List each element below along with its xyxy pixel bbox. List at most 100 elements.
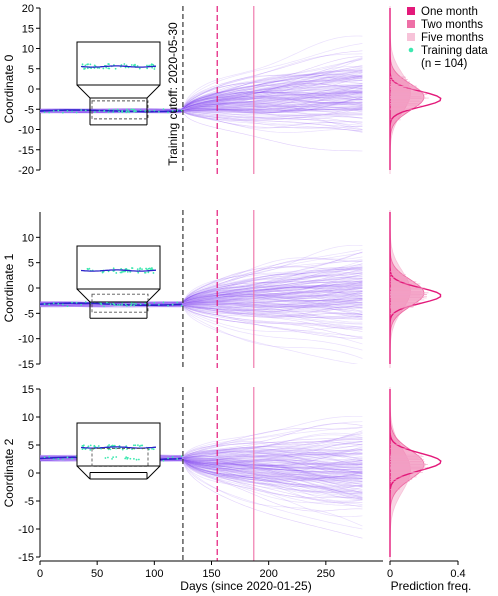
trajectory-line [40,110,363,129]
inset-training-point [107,270,110,273]
trajectory-line [40,110,363,119]
zoom-inset-2 [76,422,161,480]
legend-label: One month [421,6,478,18]
zoom-region-point [130,303,133,306]
training-data-point [52,458,55,461]
training-data-point [75,111,78,114]
training-data-point [103,305,105,308]
zoom-region-point [118,110,120,113]
legend-label: Training data [421,45,488,57]
trajectory-line [40,304,363,311]
training-data-point [84,301,87,303]
one-month-density [389,8,442,170]
trajectory-line [40,92,363,112]
inset-connector [146,84,161,99]
inset-training-point [139,268,141,270]
y-tick-label-0: 10 [22,44,34,56]
inset-fit-line [80,65,157,68]
inset-connector [76,288,91,303]
zoom-region-point [100,303,103,306]
training-data-point [171,456,174,458]
y-tick-label-0: 5 [28,64,34,76]
zoom-region-point [126,457,129,460]
training-data-point [176,457,179,460]
y-tick-label-1: -5 [24,308,34,320]
inset-training-point [112,267,115,270]
one-month-density [389,212,442,364]
inset-training-point [146,268,148,271]
training-data-point [48,455,51,458]
inset-training-point [125,445,128,448]
legend-swatch [407,7,415,15]
inset-training-point [141,268,143,271]
inset-training-point [107,448,110,451]
inset-training-point [108,444,110,446]
training-data-point [43,111,46,114]
trajectory-line [40,249,363,304]
legend-dot [408,47,414,53]
y-tick-label-2: -5 [24,496,34,508]
training-data-point [158,110,160,113]
inset-training-point [130,64,133,66]
panel-coordinate-2: -15 -10 -5 0 5 10 15 Coordinate 2 [2,384,442,564]
training-data-point [48,111,51,114]
y-tick-label-2: 0 [28,468,34,480]
inset-training-point [150,267,153,269]
inset-training-point [120,268,123,270]
zoom-region-point [133,457,135,460]
inset-training-point [89,444,92,447]
y-axis-label-2: Coordinate 2 [2,438,16,507]
zoom-region-point [130,302,133,305]
training-data-point [180,109,183,112]
inset-training-point [111,444,114,447]
zoom-inset-1 [76,245,161,319]
legend-swatch [407,33,415,41]
training-data-point [125,108,128,111]
trajectory-line [40,108,363,113]
inset-frame [76,41,161,86]
training-data-point [57,303,60,305]
trajectory-line [40,96,363,113]
x-tick-label: 50 [91,568,103,580]
training-data-point [57,109,60,112]
trajectory-line [40,108,363,123]
training-data-point [52,110,55,112]
trajectory-line [40,300,363,313]
y-tick-label-1: -15 [18,359,34,371]
zoom-region-point [124,457,127,460]
inset-frame [76,245,161,290]
one-month-density [389,389,442,557]
inset-training-point [121,448,124,451]
zoom-region-point [125,456,128,459]
two-months-density [389,389,425,557]
x-tick-label: 150 [202,568,220,580]
y-tick-label-0: 15 [22,23,34,35]
y-tick-label-2: -10 [18,524,34,536]
training-data-point [139,303,142,306]
zoom-region-point [118,304,121,306]
training-data-point [66,110,69,112]
panel-coordinate-0: -20 -15 -10 -5 0 5 10 15 20 Coordinate 0 [2,3,442,177]
inset-connector [76,84,91,99]
legend-label: (n = 104) [421,58,468,70]
training-data-point [153,301,156,304]
training-data-point [43,456,46,459]
training-data-point [48,303,51,306]
inset-training-point [102,270,104,273]
inset-training-point [124,66,127,69]
y-tick-label-0: 0 [28,84,34,96]
inset-training-point [151,66,154,69]
inset-training-point [119,271,122,274]
zoom-region-point [128,111,131,114]
training-data-point [180,304,183,307]
zoom-region-point [129,457,132,460]
zoom-region-point [104,457,107,459]
training-data-point [80,109,83,112]
inset-training-point [109,448,112,451]
training-data-point [144,110,147,112]
zoom-region-point [133,304,135,307]
training-data-point [116,108,119,111]
training-data-point [176,301,179,304]
trajectory-line [40,70,363,113]
x-tick-label: 100 [145,568,163,580]
